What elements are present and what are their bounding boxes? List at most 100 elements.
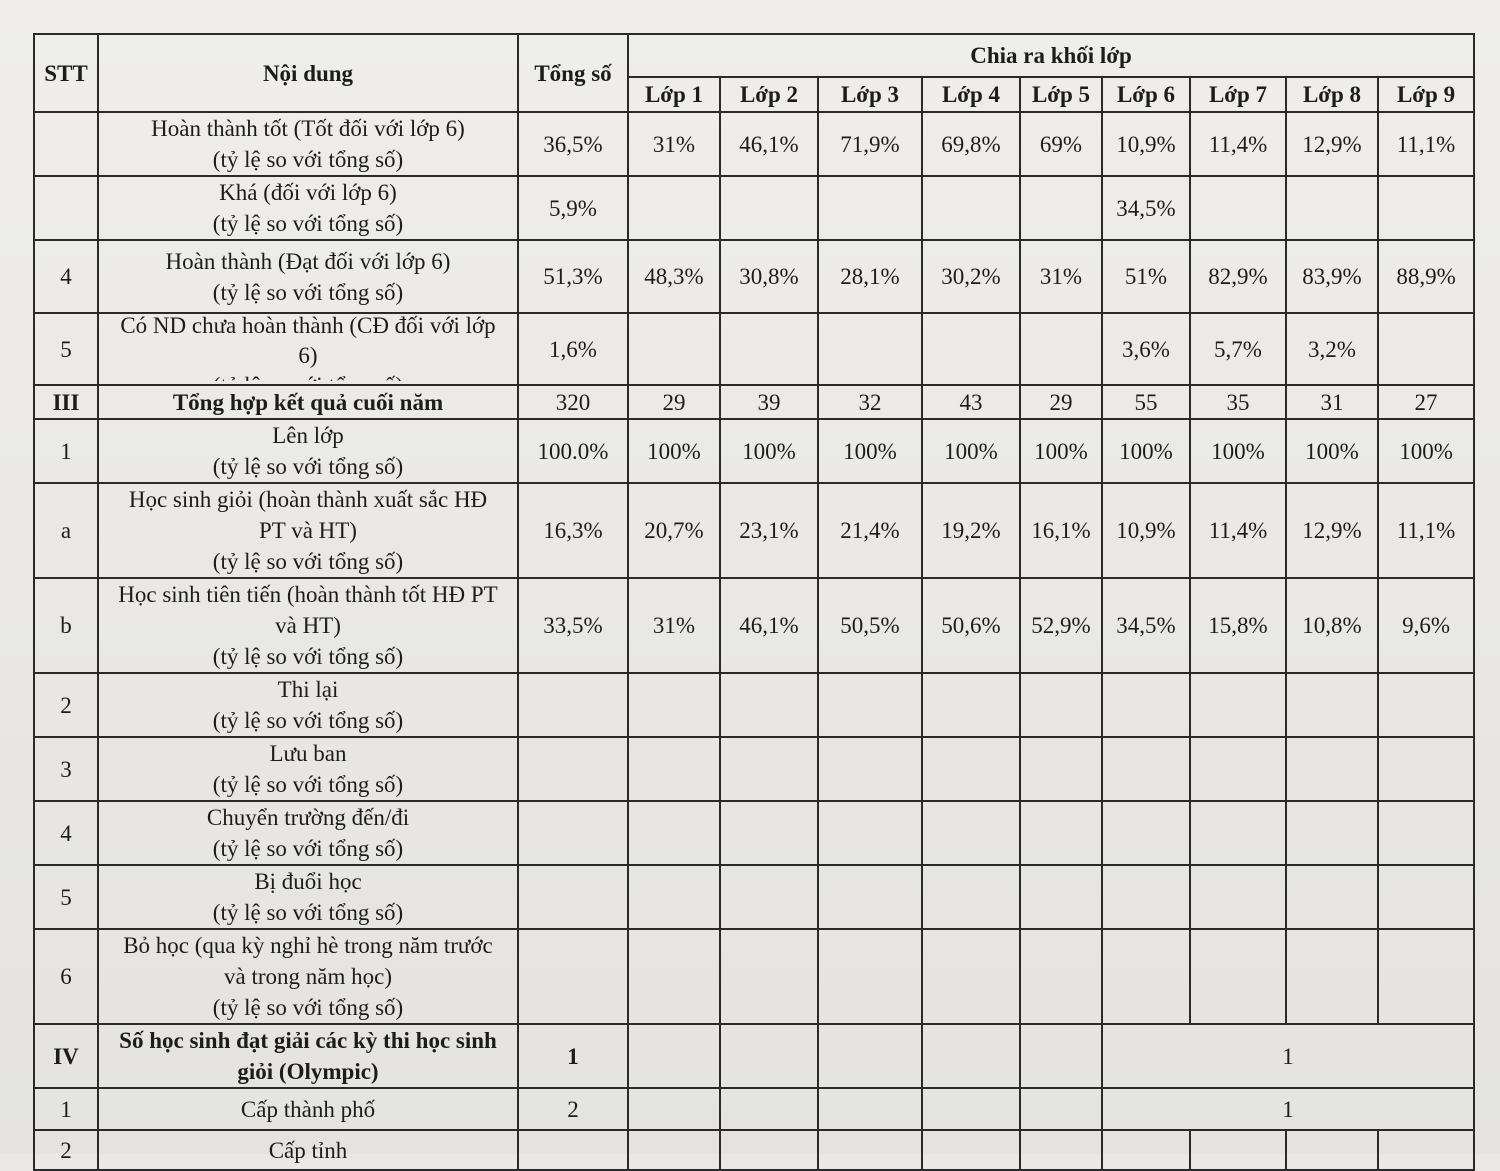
grade-cell	[627, 800, 721, 866]
row-total: 5,9%	[517, 175, 629, 241]
header-grade-5: Lớp 5	[1019, 76, 1103, 113]
grade-cell	[1101, 928, 1191, 1025]
row-stt: 6	[33, 928, 99, 1025]
grade-cell	[1376, 672, 1476, 738]
grade-cell: 30,8%	[719, 239, 819, 314]
grade-cell	[1376, 864, 1476, 930]
grade-cell	[921, 736, 1021, 802]
grade-cell: 9,6%	[1376, 577, 1476, 674]
grade-cell	[627, 928, 721, 1025]
row-label-line: (tỷ lệ so với tổng số)	[213, 373, 403, 381]
table-row: Khá (đối với lớp 6) (tỷ lệ so với tổng số…	[33, 175, 1476, 241]
grade-cell: 10,8%	[1285, 577, 1379, 674]
row-stt: 1	[33, 1087, 99, 1131]
grade-cell	[921, 312, 1021, 386]
header-grade-8: Lớp 8	[1285, 76, 1379, 113]
row-stt: 5	[33, 864, 99, 930]
row-stt	[33, 175, 99, 241]
row-total: 36,5%	[517, 111, 629, 177]
row-label-line: Hoàn thành (Đạt đối với lớp 6)	[165, 248, 451, 274]
table-row: 1 Lên lớp (tỷ lệ so với tổng số) 100.0% 1…	[33, 418, 1476, 484]
row-total	[517, 672, 629, 738]
grade-cell	[1189, 864, 1287, 930]
row-label: Thi lại (tỷ lệ so với tổng số)	[97, 672, 519, 738]
grade-cell	[921, 1129, 1021, 1171]
grade-cell: 15,8%	[1189, 577, 1287, 674]
grade-cell: 69,8%	[921, 111, 1021, 177]
grade-cell: 34,5%	[1101, 175, 1191, 241]
grade-cell	[1285, 1129, 1379, 1171]
row-label: Học sinh tiên tiến (hoàn thành tốt HĐ PT…	[97, 577, 519, 674]
grade-cell: 29	[1019, 384, 1103, 420]
merged-grade-cell: 1	[1100, 1087, 1476, 1131]
grade-cell	[1376, 800, 1476, 866]
grade-cell: 50,5%	[817, 577, 923, 674]
grade-cell	[1376, 736, 1476, 802]
row-label-line: (tỷ lệ so với tổng số)	[212, 836, 404, 861]
grade-cell	[1189, 736, 1287, 802]
grade-cell: 88,9%	[1376, 239, 1476, 314]
row-stt: 1	[33, 418, 99, 484]
row-label-line: Học sinh tiên tiến (hoàn thành tốt HĐ PT	[118, 582, 498, 607]
grade-cell	[921, 1023, 1021, 1089]
grade-cell: 10,9%	[1101, 482, 1191, 579]
row-label-line: Lưu ban	[269, 741, 347, 766]
grade-cell: 100%	[719, 418, 819, 484]
grade-cell	[921, 1087, 1021, 1131]
section-row: III Tổng hợp kết quả cuối năm 320 29 39 …	[33, 384, 1476, 420]
grade-cell: 55	[1101, 384, 1191, 420]
row-label-line: (tỷ lệ so với tổng số)	[212, 147, 404, 172]
row-label-line: Bỏ học (qua kỳ nghỉ hè trong năm trước	[123, 933, 493, 958]
grade-cell	[817, 672, 923, 738]
grade-cell	[1376, 928, 1476, 1025]
header-grade-1: Lớp 1	[627, 76, 721, 113]
row-total: 33,5%	[517, 577, 629, 674]
grade-cell	[1189, 800, 1287, 866]
grade-cell: 31%	[627, 111, 721, 177]
row-total	[517, 1129, 629, 1171]
grade-cell: 100%	[1019, 418, 1103, 484]
header-grade-2: Lớp 2	[719, 76, 819, 113]
grade-cell: 69%	[1019, 111, 1103, 177]
row-total: 100.0%	[517, 418, 629, 484]
grade-cell: 19,2%	[921, 482, 1021, 579]
grade-cell	[1019, 928, 1103, 1025]
table-row: 3 Lưu ban (tỷ lệ so với tổng số)	[33, 736, 1476, 802]
grade-cell: 28,1%	[817, 239, 923, 314]
row-label-line: (tỷ lệ so với tổng số)	[212, 900, 404, 925]
row-total: 16,3%	[517, 482, 629, 579]
row-label: Chuyển trường đến/đi (tỷ lệ so với tổng s…	[97, 800, 519, 866]
row-label-line: (tỷ lệ so với tổng số)	[212, 211, 404, 236]
grade-cell: 83,9%	[1285, 239, 1379, 314]
row-label-line: (tỷ lệ so với tổng số)	[212, 549, 404, 574]
grade-cell	[1019, 864, 1103, 930]
grade-cell	[1285, 800, 1379, 866]
grade-cell	[921, 800, 1021, 866]
row-stt: 4	[33, 800, 99, 866]
row-label-line: (tỷ lệ so với tổng số)	[212, 708, 404, 733]
grade-cell	[1376, 312, 1476, 386]
grade-cell	[1285, 672, 1379, 738]
grade-cell	[1189, 1129, 1287, 1171]
grade-cell: 29	[627, 384, 721, 420]
grade-cell: 46,1%	[719, 111, 819, 177]
table-row: Hoàn thành tốt (Tốt đối với lớp 6) (tỷ lệ…	[33, 111, 1476, 177]
row-total: 1,6%	[517, 312, 629, 386]
grade-cell	[719, 1023, 819, 1089]
grade-cell	[719, 864, 819, 930]
row-label-line: (tỷ lệ so với tổng số)	[212, 772, 404, 797]
grade-cell	[1189, 928, 1287, 1025]
grade-cell	[921, 928, 1021, 1025]
grade-cell	[1019, 1129, 1103, 1171]
grade-cell	[1285, 864, 1379, 930]
grade-cell: 100%	[627, 418, 721, 484]
header-grade-4: Lớp 4	[921, 76, 1021, 113]
grade-cell: 11,1%	[1376, 111, 1476, 177]
grade-cell: 23,1%	[719, 482, 819, 579]
row-label-line: 6)	[298, 343, 318, 368]
grade-cell	[1376, 175, 1476, 241]
grade-cell: 51%	[1101, 239, 1191, 314]
grade-cell	[1101, 800, 1191, 866]
grade-cell	[817, 312, 923, 386]
grade-cell	[1101, 672, 1191, 738]
